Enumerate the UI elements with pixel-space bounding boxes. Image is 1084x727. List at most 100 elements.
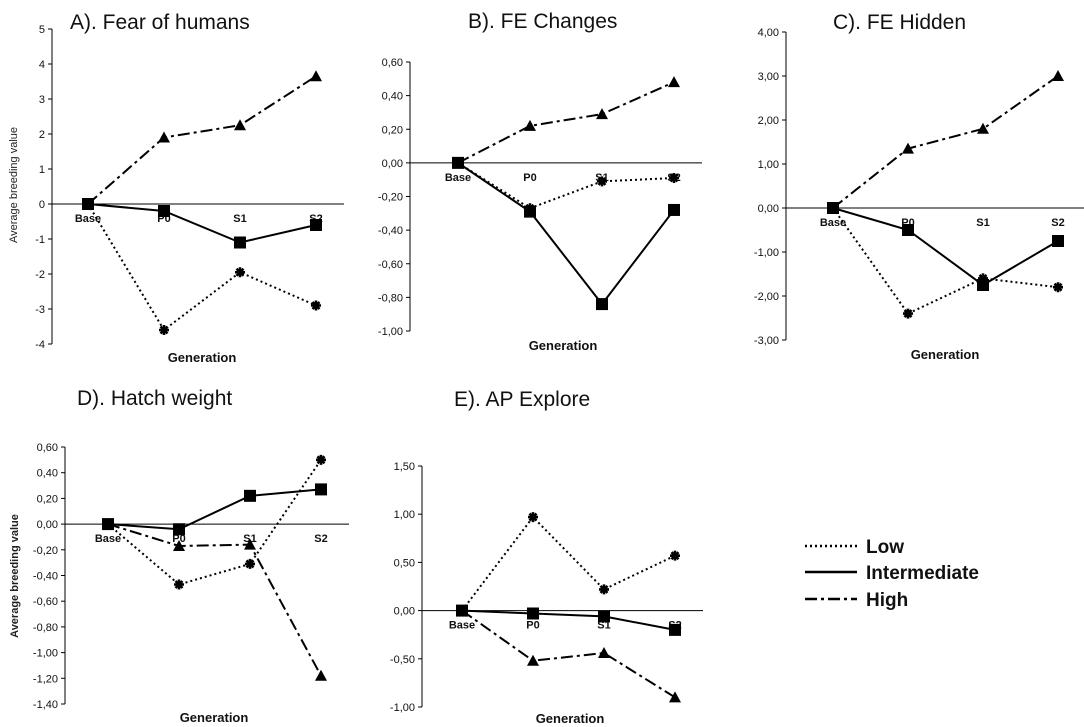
chart-panel-b: B). FE Changes -1,00 -0,80 -0,60 -0,40 -0,20 0… [378,10,702,353]
x-tick-label: S2 [314,533,327,545]
y-tick-label: 0,00 [758,203,779,215]
y-tick-label: -0,80 [33,622,58,634]
data-point-high [1052,70,1064,81]
data-point-high [310,70,322,82]
y-tick-label: 4 [39,59,45,71]
data-point-high [452,156,464,168]
data-point-high [668,76,680,88]
data-point-intermediate [158,205,170,217]
data-point-high [598,647,610,659]
y-axis-label: Average breeding value [8,127,20,243]
data-point-intermediate [1052,235,1064,247]
legend-item-intermediate: Intermediate [805,563,979,584]
data-point-high [596,108,608,120]
y-tick-label: -1,00 [33,648,58,660]
data-point-intermediate [596,298,608,311]
data-point-low [316,454,326,465]
x-tick-label: Base [820,217,846,229]
series-line-intermediate [832,207,1059,287]
series-line-high [832,75,1059,209]
data-point-low [159,325,169,335]
series-line-intermediate [457,162,675,306]
data-point-low [1053,282,1063,293]
y-tick-label: -1,20 [33,673,58,685]
data-point-intermediate [977,279,989,291]
y-tick-label: 3 [39,94,45,106]
data-point-high [82,198,94,209]
y-tick-label: 0,20 [37,493,58,505]
series-line-high [107,523,322,677]
series-line-high [457,81,675,164]
y-tick-label: 0 [39,199,45,211]
x-axis-label: Generation [536,711,605,726]
x-axis-label: Generation [529,338,598,353]
data-point-high [524,119,536,131]
legend-label-intermediate: Intermediate [866,563,979,584]
y-tick-label: -0,50 [390,654,415,666]
x-tick-label: P0 [172,533,185,545]
y-tick-label: -2,00 [754,291,779,303]
data-point-low [311,300,321,311]
y-tick-label: 1,00 [394,509,415,521]
y-tick-label: 3,00 [758,71,779,83]
x-tick-label: S1 [976,217,989,229]
x-tick-label: Base [75,213,101,225]
y-tick-label: -1 [35,234,45,246]
y-tick-label: 1 [39,164,45,176]
y-tick-label: 2 [39,129,45,141]
data-point-low [669,173,679,184]
panel-title: E). AP Explore [454,388,590,411]
data-point-low [978,273,988,284]
data-point-low [235,267,245,278]
data-point-intermediate [669,623,681,636]
y-tick-label: 1,50 [394,461,415,473]
panel-title: A). Fear of humans [70,11,250,34]
y-tick-label: 0,00 [37,519,58,531]
x-tick-label: P0 [526,620,539,632]
y-tick-label: -3,00 [754,335,779,347]
data-point-high [827,202,839,213]
data-point-low [903,308,913,319]
x-tick-label: Base [449,620,475,632]
y-tick-label: 0,40 [382,91,403,103]
series-line-intermediate [87,203,317,244]
data-point-intermediate [244,489,256,502]
data-point-intermediate [527,607,539,620]
series-line-low [107,459,322,586]
y-tick-label: 0,50 [394,557,415,569]
y-tick-label: 2,00 [758,115,779,127]
data-point-high [102,518,114,530]
x-axis-label: Generation [911,347,980,362]
data-point-high [669,691,681,703]
y-tick-label: 0,40 [37,468,58,480]
data-point-high [456,604,468,616]
y-tick-label: 1,00 [758,159,779,171]
data-point-low [528,512,538,523]
y-tick-label: -0,60 [33,596,58,608]
legend-label-high: High [866,590,908,611]
y-tick-label: 0,20 [382,124,403,136]
y-tick-label: -4 [35,339,45,351]
x-tick-label: P0 [523,172,536,184]
y-tick-label: -0,40 [33,571,58,583]
y-tick-label: 5 [39,24,45,36]
y-tick-label: -1,40 [33,699,58,711]
y-tick-label: 0,00 [382,158,403,170]
data-point-low [599,584,609,595]
data-point-high [234,119,246,131]
panel-title: B). FE Changes [468,10,617,33]
y-tick-label: -0,60 [378,259,403,271]
chart-panel-d: D). Hatch weight -1,40 -1,20 -1,00 -0,80 -0,6… [9,387,349,725]
data-point-high [158,131,170,143]
data-point-intermediate [310,219,322,231]
data-point-intermediate [668,203,680,216]
legend-label-low: Low [866,537,904,558]
legend-item-high: High [805,590,908,611]
y-tick-label: -1,00 [378,326,403,338]
data-point-intermediate [902,224,914,236]
y-tick-label: -1,00 [754,247,779,259]
data-point-intermediate [598,610,610,623]
data-point-intermediate [524,205,536,218]
data-point-intermediate [234,236,246,249]
